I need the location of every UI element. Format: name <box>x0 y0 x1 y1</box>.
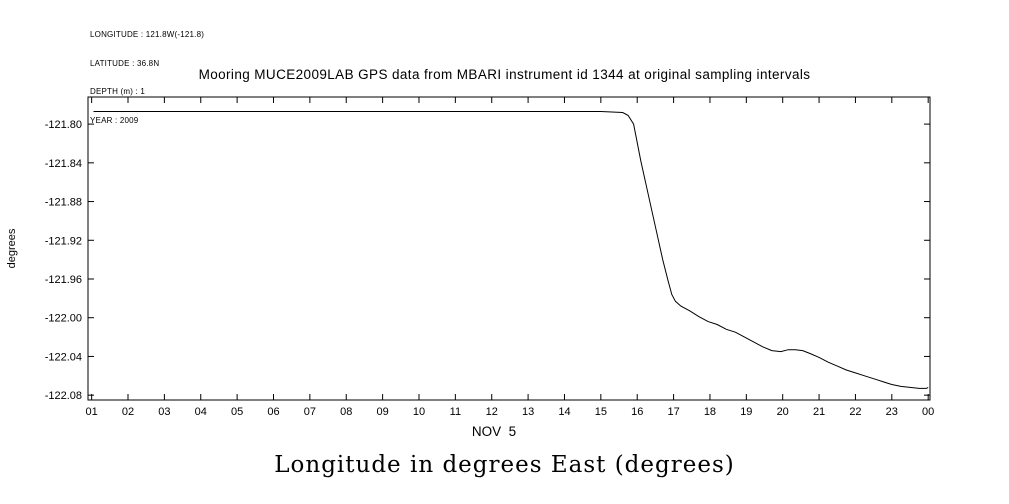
x-tick-label: 13 <box>522 406 534 418</box>
y-tick-label: -122.00 <box>45 313 82 325</box>
series-line-longitude <box>93 111 929 389</box>
x-tick-label: 17 <box>667 406 679 418</box>
x-tick-label: 05 <box>231 406 243 418</box>
x-tick-label: 08 <box>340 406 352 418</box>
x-tick-label: 00 <box>922 406 934 418</box>
x-tick-label: 06 <box>267 406 279 418</box>
x-tick-label: 19 <box>740 406 752 418</box>
metadata-latitude: LATITUDE : 36.8N <box>90 58 160 68</box>
y-tick-label: -121.92 <box>45 235 82 247</box>
x-tick-label: 23 <box>886 406 898 418</box>
y-tick-label: -121.80 <box>45 119 82 131</box>
y-axis-label: degrees <box>6 228 18 268</box>
x-tick-label: 12 <box>486 406 498 418</box>
x-tick-label: 18 <box>704 406 716 418</box>
chart-caption: Longitude in degrees East (degrees) <box>274 452 735 478</box>
y-tick-label: -122.08 <box>45 390 82 402</box>
x-tick-label: 20 <box>777 406 789 418</box>
x-tick-label: 04 <box>195 406 207 418</box>
x-tick-label: 15 <box>595 406 607 418</box>
y-tick-label: -122.04 <box>45 351 82 363</box>
plot-border <box>87 96 931 401</box>
x-tick-label: 16 <box>631 406 643 418</box>
x-tick-label: 01 <box>86 406 98 418</box>
metadata-panel: LONGITUDE : 121.8W(-121.8) LATITUDE : 36… <box>90 11 204 144</box>
x-tick-label: 07 <box>304 406 316 418</box>
x-tick-label: 21 <box>813 406 825 418</box>
y-tick-label: -121.96 <box>45 274 82 286</box>
x-tick-label: 02 <box>122 406 134 418</box>
metadata-year: YEAR : 2009 <box>90 115 139 125</box>
x-tick-label: 03 <box>158 406 170 418</box>
x-tick-label: 11 <box>450 406 461 418</box>
y-tick-label: -121.84 <box>45 158 82 170</box>
x-tick-label: 10 <box>413 406 425 418</box>
x-tick-label: 09 <box>376 406 388 418</box>
metadata-depth: DEPTH (m) : 1 <box>90 87 146 96</box>
x-axis-label: NOV 5 <box>472 424 516 439</box>
metadata-longitude: LONGITUDE : 121.8W(-121.8) <box>90 30 205 39</box>
chart-title: Mooring MUCE2009LAB GPS data from MBARI … <box>198 67 811 82</box>
y-tick-label: -121.88 <box>45 197 82 209</box>
x-tick-label: 22 <box>849 406 861 418</box>
x-tick-label: 14 <box>558 406 570 418</box>
